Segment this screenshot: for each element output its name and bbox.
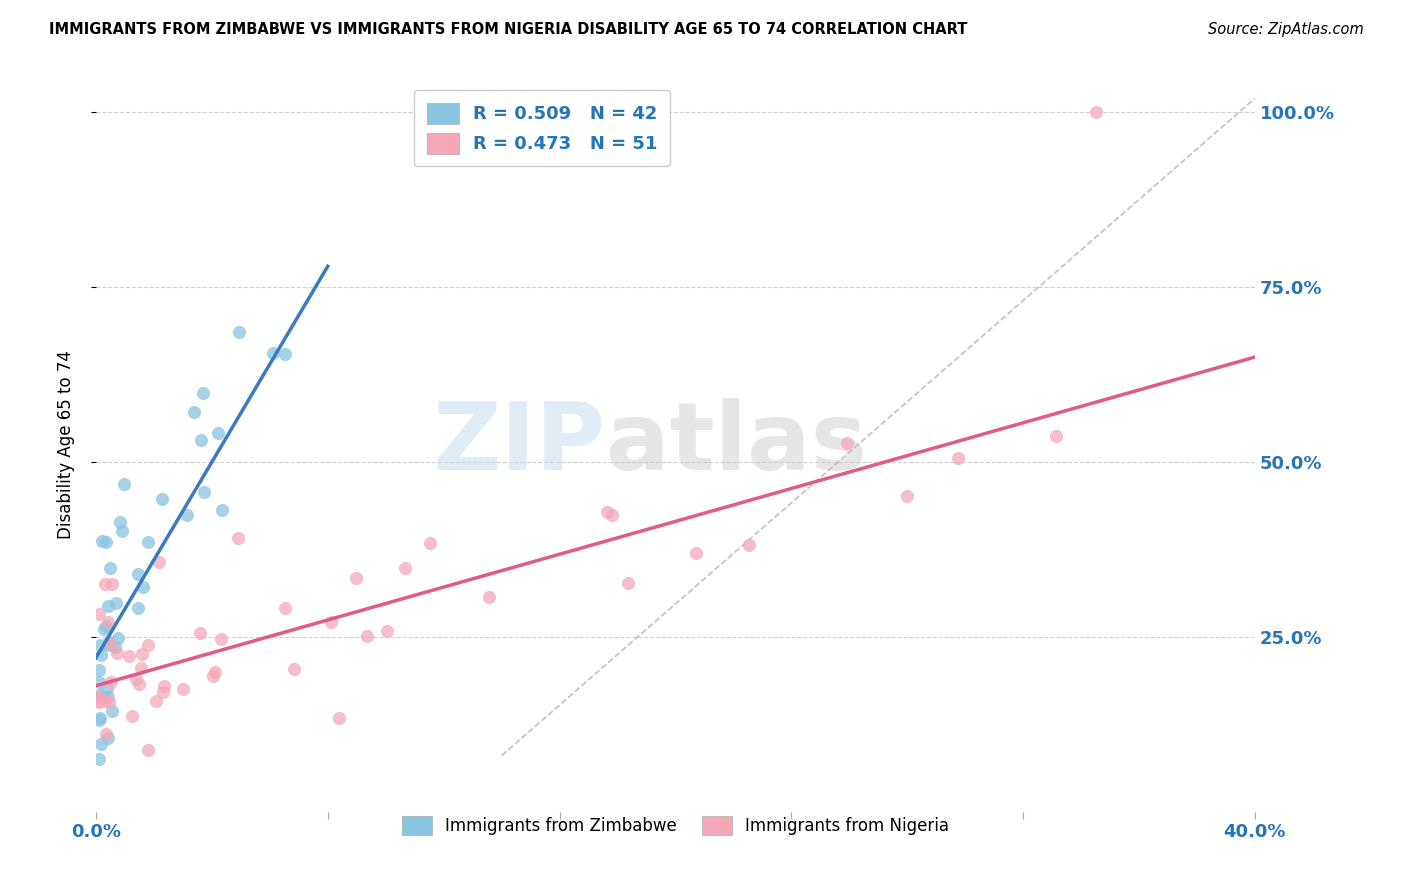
Point — [188, 625, 211, 640]
Point — [101, 577, 124, 591]
Legend: Immigrants from Zimbabwe, Immigrants from Nigeria: Immigrants from Zimbabwe, Immigrants fro… — [394, 807, 957, 844]
Point — [96, 727, 118, 741]
Point — [97, 599, 120, 613]
Point — [150, 491, 173, 506]
Point — [89, 638, 111, 652]
Point — [356, 629, 378, 643]
Point — [419, 535, 441, 549]
Point — [145, 694, 167, 708]
Y-axis label: Disability Age 65 to 74: Disability Age 65 to 74 — [58, 350, 75, 539]
Text: IMMIGRANTS FROM ZIMBABWE VS IMMIGRANTS FROM NIGERIA DISABILITY AGE 65 TO 74 CORR: IMMIGRANTS FROM ZIMBABWE VS IMMIGRANTS F… — [49, 22, 967, 37]
Point — [375, 624, 398, 638]
Point — [97, 731, 120, 746]
Point — [107, 632, 129, 646]
Point — [835, 436, 858, 450]
Point — [87, 690, 110, 704]
Point — [176, 508, 198, 523]
Point — [478, 590, 501, 604]
Text: atlas: atlas — [606, 399, 868, 491]
Point — [128, 677, 150, 691]
Point — [193, 484, 215, 499]
Point — [87, 695, 110, 709]
Point — [228, 325, 250, 339]
Point — [209, 632, 232, 646]
Point — [118, 648, 141, 663]
Point — [97, 634, 120, 648]
Point — [100, 674, 122, 689]
Point — [152, 685, 174, 699]
Point — [211, 503, 233, 517]
Point — [127, 566, 149, 581]
Point — [152, 679, 174, 693]
Point — [595, 505, 617, 519]
Point — [97, 690, 120, 704]
Point — [94, 535, 117, 549]
Point — [685, 546, 707, 560]
Point — [136, 638, 159, 652]
Point — [131, 647, 153, 661]
Point — [90, 533, 112, 548]
Point — [202, 669, 225, 683]
Point — [87, 713, 110, 727]
Point — [104, 596, 127, 610]
Point — [98, 695, 121, 709]
Point — [136, 743, 159, 757]
Point — [191, 386, 214, 401]
Point — [101, 704, 124, 718]
Point — [127, 601, 149, 615]
Point — [97, 615, 120, 630]
Point — [87, 663, 110, 677]
Point — [319, 615, 342, 629]
Point — [948, 450, 970, 465]
Point — [96, 681, 118, 696]
Point — [344, 571, 367, 585]
Point — [96, 619, 118, 633]
Point — [283, 662, 305, 676]
Point — [98, 638, 121, 652]
Point — [98, 560, 121, 574]
Point — [274, 347, 297, 361]
Point — [190, 433, 212, 447]
Point — [262, 345, 284, 359]
Point — [207, 425, 229, 440]
Point — [617, 576, 640, 591]
Point — [94, 576, 117, 591]
Point — [100, 637, 122, 651]
Point — [328, 711, 350, 725]
Point — [90, 737, 112, 751]
Point — [124, 672, 146, 686]
Point — [87, 607, 110, 621]
Point — [104, 640, 127, 654]
Point — [105, 646, 128, 660]
Point — [172, 681, 194, 696]
Point — [90, 648, 112, 663]
Point — [204, 665, 226, 679]
Point — [93, 694, 115, 708]
Point — [394, 561, 416, 575]
Point — [93, 622, 115, 636]
Point — [121, 708, 143, 723]
Point — [148, 555, 170, 569]
Point — [274, 601, 297, 615]
Point — [1045, 429, 1067, 443]
Point — [112, 477, 135, 491]
Point — [896, 489, 918, 503]
Point — [89, 711, 111, 725]
Point — [226, 531, 249, 545]
Point — [129, 661, 152, 675]
Text: ZIP: ZIP — [433, 399, 606, 491]
Point — [111, 524, 134, 539]
Point — [1084, 105, 1107, 120]
Point — [87, 675, 110, 690]
Point — [131, 580, 153, 594]
Point — [738, 538, 761, 552]
Point — [87, 688, 110, 702]
Point — [136, 534, 159, 549]
Point — [183, 405, 205, 419]
Point — [87, 694, 110, 708]
Point — [87, 752, 110, 766]
Point — [108, 515, 131, 529]
Point — [600, 508, 623, 522]
Text: Source: ZipAtlas.com: Source: ZipAtlas.com — [1208, 22, 1364, 37]
